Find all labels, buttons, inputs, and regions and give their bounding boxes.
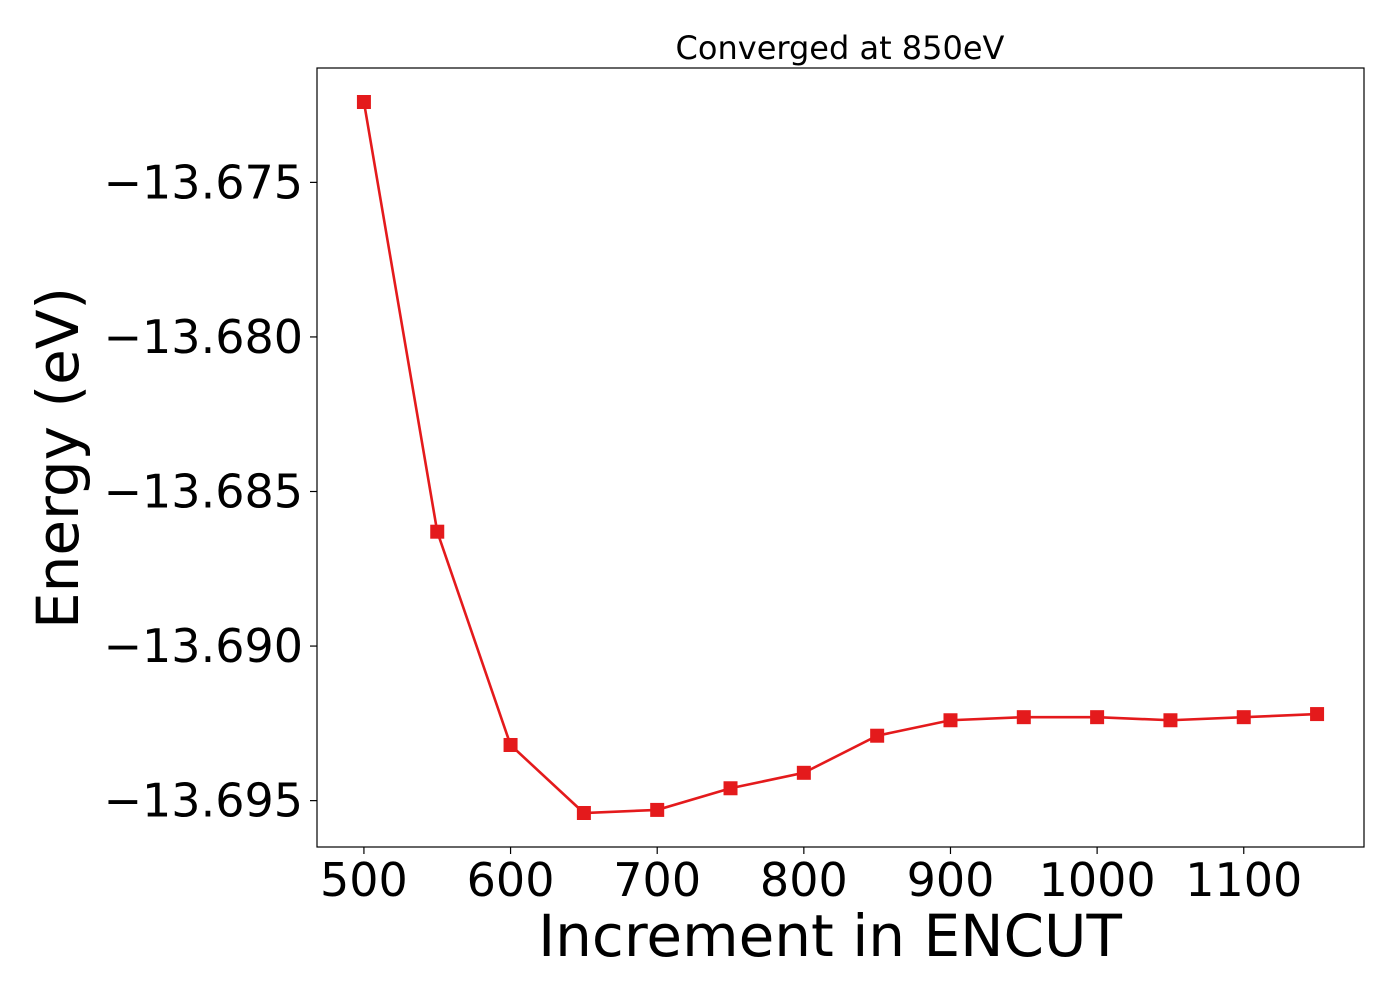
- data-point-marker: [796, 765, 811, 780]
- y-tick-label: −13.675: [104, 155, 304, 209]
- y-axis-label: Energy (eV): [24, 287, 92, 629]
- data-point-marker: [1310, 707, 1325, 722]
- x-axis-label: Increment in ENCUT: [538, 902, 1122, 970]
- data-point-marker: [1163, 713, 1178, 728]
- y-tick-label: −13.690: [104, 619, 304, 673]
- x-tick-label: 1100: [1185, 853, 1302, 907]
- y-tick-label: −13.685: [104, 465, 304, 519]
- data-point-marker: [870, 728, 885, 743]
- x-tick-label: 800: [760, 853, 848, 907]
- data-point-marker: [430, 524, 445, 539]
- x-tick-label: 700: [613, 853, 701, 907]
- data-point-marker: [1090, 710, 1105, 725]
- series-layer: [356, 95, 1325, 820]
- chart-title: Converged at 850eV: [676, 29, 1005, 67]
- series-line: [362, 101, 1318, 815]
- data-point-marker: [650, 802, 665, 817]
- data-point-marker: [576, 805, 591, 820]
- x-tick-label: 600: [467, 853, 555, 907]
- data-point-marker: [503, 737, 518, 752]
- x-axis-ticks: 500 600 700 800 900 1000 1100: [320, 847, 1302, 907]
- y-axis-ticks: −13.675 −13.680 −13.685 −13.690 −13.695: [104, 155, 317, 828]
- x-tick-label: 1000: [1039, 853, 1156, 907]
- data-point-marker: [1236, 710, 1251, 725]
- data-point-marker: [943, 713, 958, 728]
- y-tick-label: −13.695: [104, 774, 304, 828]
- x-tick-label: 900: [907, 853, 995, 907]
- data-point-marker: [356, 95, 371, 110]
- y-tick-label: −13.680: [104, 310, 304, 364]
- plot-area: [316, 67, 1365, 848]
- plot-frame: [316, 67, 1365, 848]
- data-point-marker: [1016, 710, 1031, 725]
- x-tick-label: 500: [320, 853, 408, 907]
- data-point-marker: [723, 781, 738, 796]
